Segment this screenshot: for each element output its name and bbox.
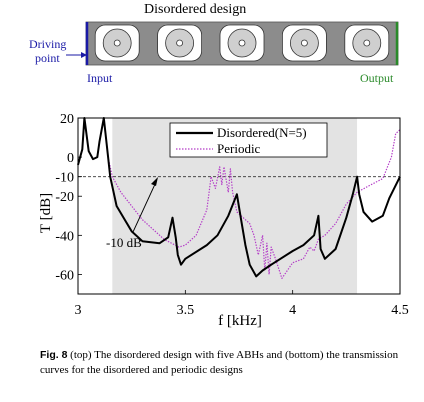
- legend-label-disordered: Disordered(N=5): [217, 125, 307, 140]
- driving-label-line2: point: [35, 51, 60, 65]
- y-tick-label: -60: [55, 268, 74, 283]
- abh-center: [300, 39, 308, 47]
- beam-title: Disordered design: [144, 2, 246, 17]
- x-tick-label: 3.5: [177, 303, 195, 318]
- legend-box: [169, 122, 328, 158]
- caption-text: (top) The disordered design with five AB…: [40, 349, 399, 376]
- abh-center: [363, 39, 371, 47]
- x-tick-label: 4.5: [391, 303, 409, 318]
- transmission-chart: 3 3.5 4 4.5 20 0 -10 -20 -40 -60 -10 dB T [dB] f …: [38, 112, 409, 329]
- y-tick-label: 0: [67, 151, 74, 166]
- abh-center: [176, 39, 184, 47]
- y-axis-label-symbol: T [dB]: [38, 193, 54, 233]
- driving-label-line1: Driving: [29, 37, 66, 51]
- annotation-arrow-line: [132, 181, 157, 233]
- driving-arrow-head: [81, 52, 87, 58]
- annotation-minus10db: -10 dB: [106, 235, 142, 250]
- series-line-disordered: [77, 117, 401, 278]
- legend: Disordered(N=5) Periodic: [169, 122, 328, 158]
- abh-center: [113, 39, 121, 47]
- annotation-arrow-head: [151, 177, 158, 186]
- x-tick-label: 3: [75, 303, 82, 318]
- x-tick-label: 4: [289, 303, 296, 318]
- y-tick-label: -40: [55, 229, 74, 244]
- legend-label-periodic: Periodic: [217, 141, 261, 156]
- figure-caption: Fig. 8 (top) The disordered design with …: [40, 348, 420, 378]
- y-tick-label: -10: [55, 171, 74, 186]
- beam-schematic: Disordered design Driving point Input Ou…: [29, 2, 399, 85]
- figure: Disordered design Driving point Input Ou…: [29, 2, 409, 329]
- y-tick-label: 20: [60, 112, 74, 127]
- input-label: Input: [87, 71, 113, 85]
- y-axis-label: T [dB]: [38, 193, 54, 233]
- abh-center: [238, 39, 246, 47]
- x-axis-label: f [kHz]: [218, 313, 262, 329]
- y-tick-label: -20: [55, 190, 74, 205]
- caption-label: Fig. 8: [40, 349, 68, 361]
- output-label: Output: [360, 71, 394, 85]
- plot-frame: [77, 117, 401, 295]
